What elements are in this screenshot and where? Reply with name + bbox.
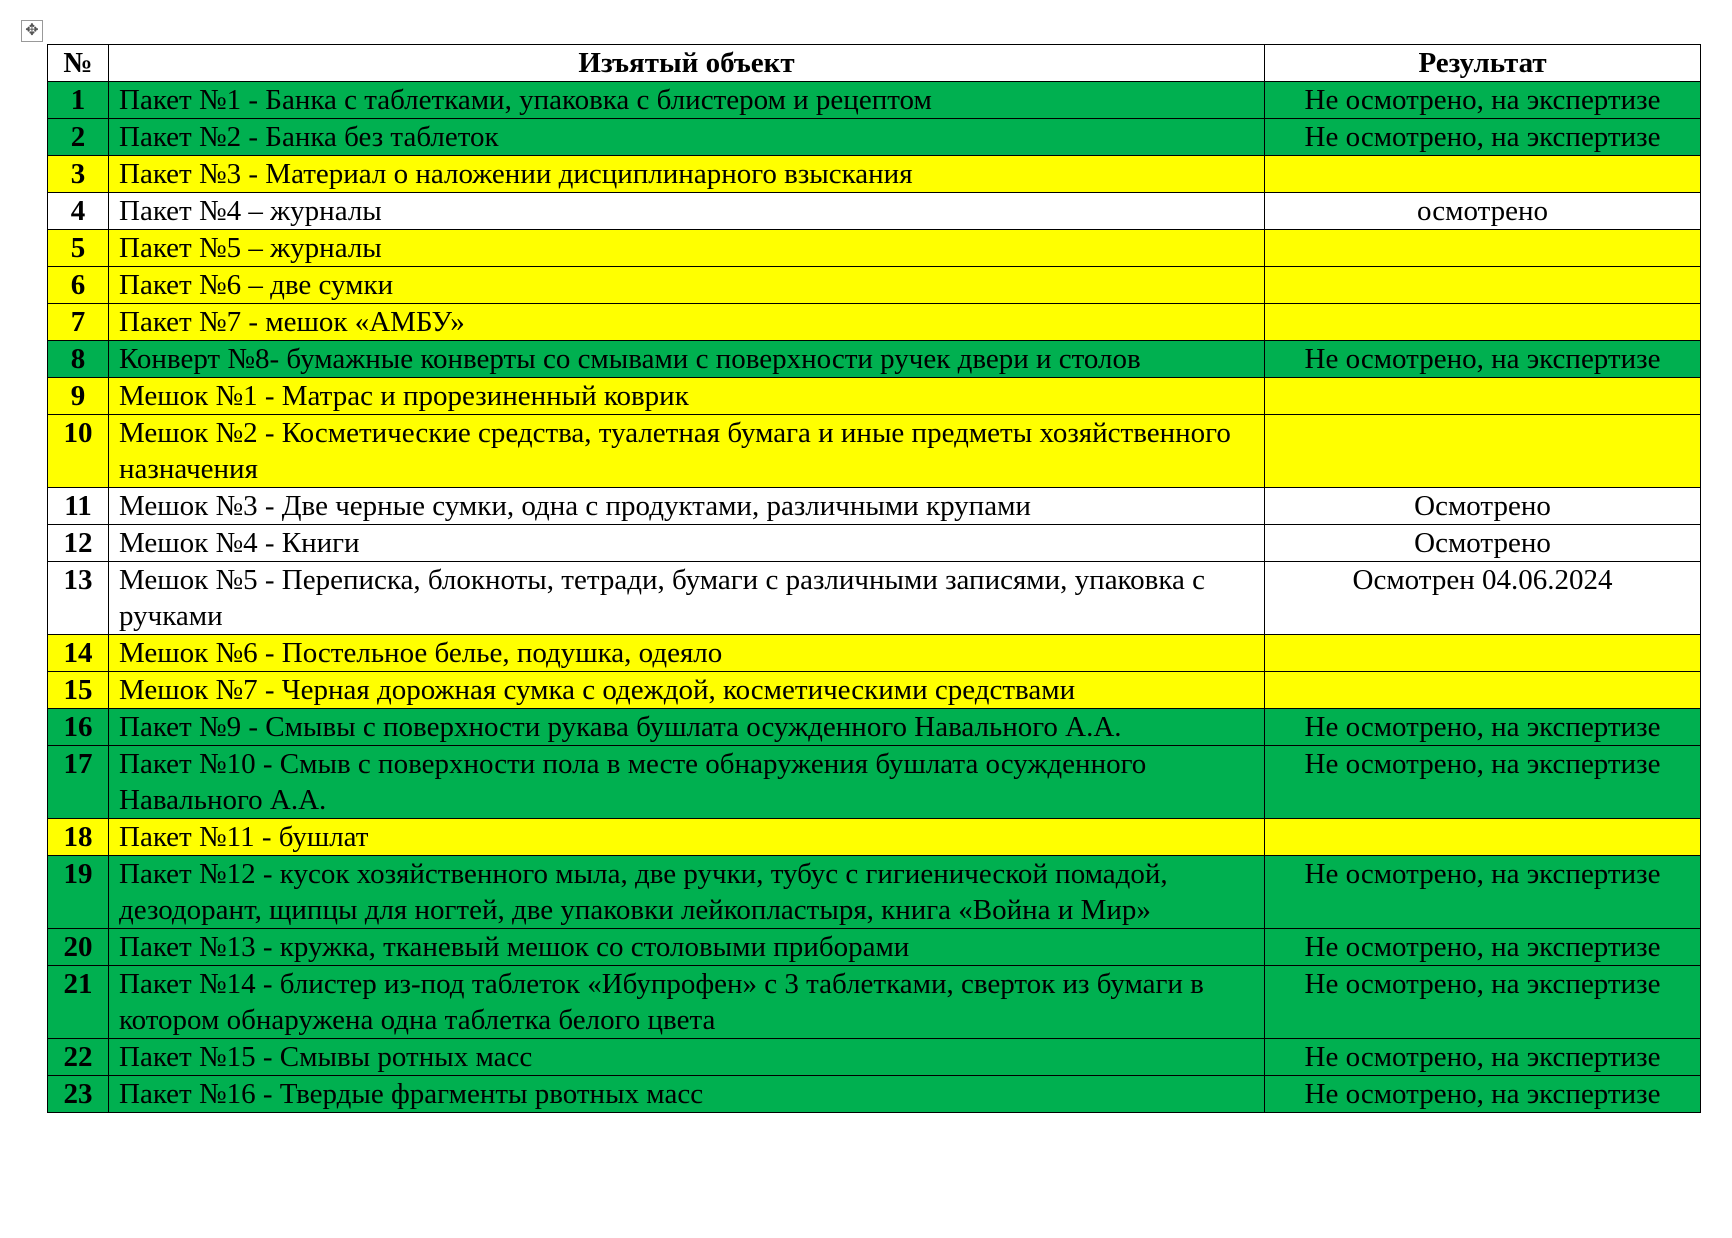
row-result <box>1264 671 1701 709</box>
table-row: 4 Пакет №4 – журналы осмотрено <box>47 192 1701 230</box>
table-row: 16 Пакет №9 - Смывы с поверхности рукава … <box>47 708 1701 746</box>
row-number: 17 <box>47 745 109 819</box>
table-row: 5 Пакет №5 – журналы <box>47 229 1701 267</box>
row-number: 23 <box>47 1075 109 1113</box>
table-row: 12 Мешок №4 - Книги Осмотрено <box>47 524 1701 562</box>
seized-items-table: № Изъятый объект Результат 1 Пакет №1 - Б… <box>47 44 1701 1113</box>
row-object: Пакет №16 - Твердые фрагменты рвотных ма… <box>108 1075 1265 1113</box>
row-object: Пакет №7 - мешок «АМБУ» <box>108 303 1265 341</box>
row-number: 16 <box>47 708 109 746</box>
row-result <box>1264 377 1701 415</box>
row-result <box>1264 229 1701 267</box>
row-result: осмотрено <box>1264 192 1701 230</box>
row-number: 8 <box>47 340 109 378</box>
row-number: 15 <box>47 671 109 709</box>
row-object: Пакет №14 - блистер из-под таблеток «Ибу… <box>108 965 1265 1039</box>
row-object: Пакет №3 - Материал о наложении дисципли… <box>108 155 1265 193</box>
table-row: 3 Пакет №3 - Материал о наложении дисципл… <box>47 155 1701 193</box>
row-number: 3 <box>47 155 109 193</box>
row-number: 5 <box>47 229 109 267</box>
row-object: Мешок №4 - Книги <box>108 524 1265 562</box>
table-row: 23 Пакет №16 - Твердые фрагменты рвотных … <box>47 1075 1701 1113</box>
row-object: Пакет №4 – журналы <box>108 192 1265 230</box>
table-row: 2 Пакет №2 - Банка без таблеток Не осмотре… <box>47 118 1701 156</box>
row-result: Осмотрено <box>1264 487 1701 525</box>
row-object: Пакет №9 - Смывы с поверхности рукава бу… <box>108 708 1265 746</box>
row-object: Мешок №7 - Черная дорожная сумка с одежд… <box>108 671 1265 709</box>
row-result: Не осмотрено, на экспертизе <box>1264 1038 1701 1076</box>
move-cross-icon[interactable]: ✥ <box>21 20 43 42</box>
row-result: Не осмотрено, на экспертизе <box>1264 81 1701 119</box>
row-object: Мешок №5 - Переписка, блокноты, тетради,… <box>108 561 1265 635</box>
row-result <box>1264 155 1701 193</box>
row-number: 11 <box>47 487 109 525</box>
row-object: Пакет №15 - Смывы ротных масс <box>108 1038 1265 1076</box>
row-object: Пакет №11 - бушлат <box>108 818 1265 856</box>
row-result: Не осмотрено, на экспертизе <box>1264 1075 1701 1113</box>
row-number: 22 <box>47 1038 109 1076</box>
row-number: 12 <box>47 524 109 562</box>
table-row: 15 Мешок №7 - Черная дорожная сумка с оде… <box>47 671 1701 709</box>
row-object: Пакет №1 - Банка с таблетками, упаковка … <box>108 81 1265 119</box>
header-number: № <box>47 44 109 82</box>
table-row: 19 Пакет №12 - кусок хозяйственного мыла,… <box>47 855 1701 929</box>
row-object: Пакет №12 - кусок хозяйственного мыла, д… <box>108 855 1265 929</box>
table-row: 20 Пакет №13 - кружка, тканевый мешок со … <box>47 928 1701 966</box>
row-result: Не осмотрено, на экспертизе <box>1264 340 1701 378</box>
row-result: Осмотрен 04.06.2024 <box>1264 561 1701 635</box>
row-object: Пакет №5 – журналы <box>108 229 1265 267</box>
table-row: 6 Пакет №6 – две сумки <box>47 266 1701 304</box>
table-row: 18 Пакет №11 - бушлат <box>47 818 1701 856</box>
row-object: Пакет №13 - кружка, тканевый мешок со ст… <box>108 928 1265 966</box>
table-row: 21 Пакет №14 - блистер из-под таблеток «И… <box>47 965 1701 1039</box>
row-number: 7 <box>47 303 109 341</box>
row-result <box>1264 634 1701 672</box>
row-result: Не осмотрено, на экспертизе <box>1264 118 1701 156</box>
row-object: Мешок №2 - Косметические средства, туале… <box>108 414 1265 488</box>
row-number: 18 <box>47 818 109 856</box>
table-row: 9 Мешок №1 - Матрас и прорезиненный коври… <box>47 377 1701 415</box>
header-row: № Изъятый объект Результат <box>47 44 1701 82</box>
row-number: 19 <box>47 855 109 929</box>
row-result <box>1264 266 1701 304</box>
header-result: Результат <box>1264 44 1701 82</box>
table-row: 7 Пакет №7 - мешок «АМБУ» <box>47 303 1701 341</box>
row-result <box>1264 818 1701 856</box>
header-object: Изъятый объект <box>108 44 1265 82</box>
row-result <box>1264 303 1701 341</box>
row-number: 21 <box>47 965 109 1039</box>
table-row: 14 Мешок №6 - Постельное белье, подушка, … <box>47 634 1701 672</box>
row-object: Мешок №6 - Постельное белье, подушка, од… <box>108 634 1265 672</box>
table-row: 1 Пакет №1 - Банка с таблетками, упаковка… <box>47 81 1701 119</box>
row-result <box>1264 414 1701 488</box>
table-row: 10 Мешок №2 - Косметические средства, туа… <box>47 414 1701 488</box>
row-result: Не осмотрено, на экспертизе <box>1264 708 1701 746</box>
row-result: Не осмотрено, на экспертизе <box>1264 855 1701 929</box>
table-row: 22 Пакет №15 - Смывы ротных масс Не осмотр… <box>47 1038 1701 1076</box>
row-result: Не осмотрено, на экспертизе <box>1264 965 1701 1039</box>
row-object: Пакет №6 – две сумки <box>108 266 1265 304</box>
row-number: 10 <box>47 414 109 488</box>
row-result: Не осмотрено, на экспертизе <box>1264 928 1701 966</box>
row-number: 13 <box>47 561 109 635</box>
row-object: Мешок №3 - Две черные сумки, одна с прод… <box>108 487 1265 525</box>
row-result: Осмотрено <box>1264 524 1701 562</box>
row-number: 6 <box>47 266 109 304</box>
row-number: 1 <box>47 81 109 119</box>
row-result: Не осмотрено, на экспертизе <box>1264 745 1701 819</box>
row-number: 4 <box>47 192 109 230</box>
row-object: Пакет №10 - Смыв с поверхности пола в ме… <box>108 745 1265 819</box>
table-row: 11 Мешок №3 - Две черные сумки, одна с пр… <box>47 487 1701 525</box>
row-number: 9 <box>47 377 109 415</box>
row-number: 14 <box>47 634 109 672</box>
table-row: 13 Мешок №5 - Переписка, блокноты, тетрад… <box>47 561 1701 635</box>
table-row: 17 Пакет №10 - Смыв с поверхности пола в … <box>47 745 1701 819</box>
row-number: 20 <box>47 928 109 966</box>
row-object: Мешок №1 - Матрас и прорезиненный коврик <box>108 377 1265 415</box>
table-row: 8 Конверт №8- бумажные конверты со смывам… <box>47 340 1701 378</box>
row-object: Конверт №8- бумажные конверты со смывами… <box>108 340 1265 378</box>
row-object: Пакет №2 - Банка без таблеток <box>108 118 1265 156</box>
row-number: 2 <box>47 118 109 156</box>
